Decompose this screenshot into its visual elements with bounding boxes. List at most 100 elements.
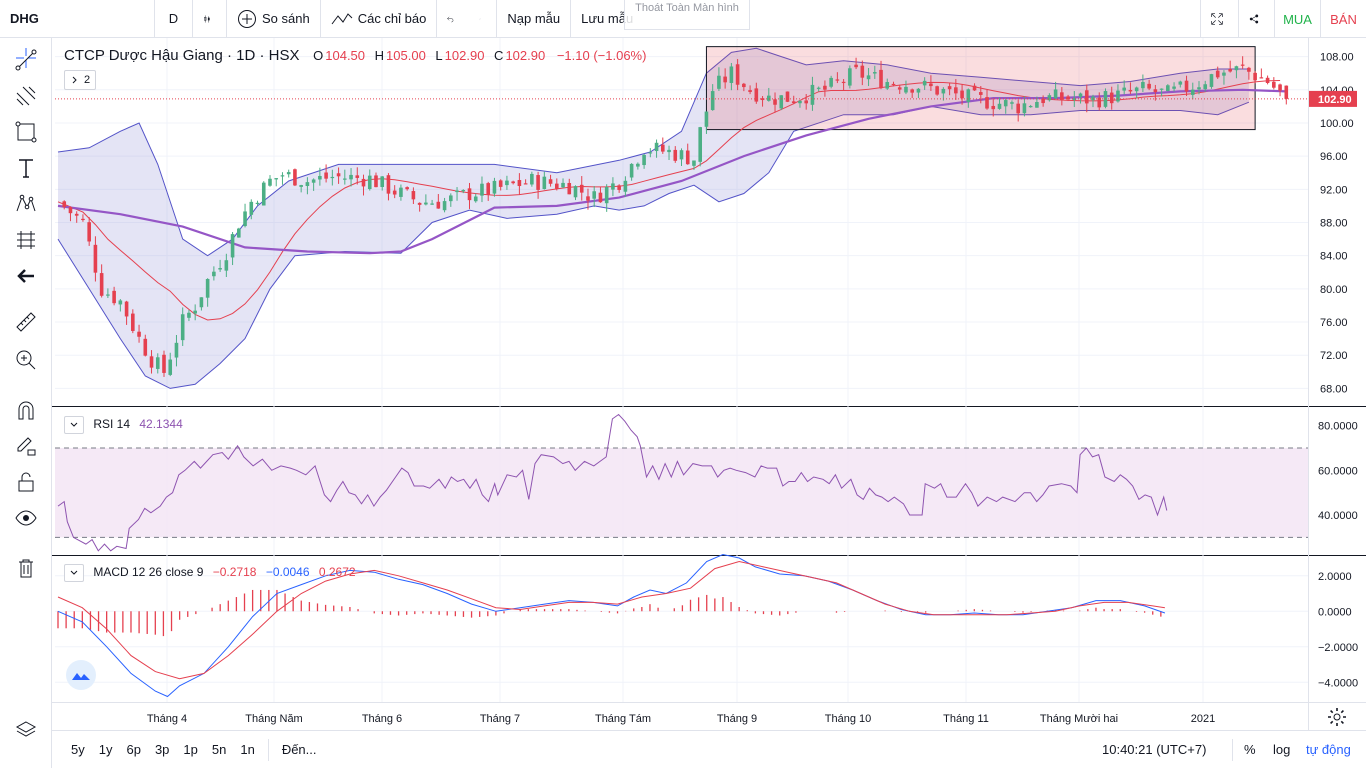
compare-button[interactable]: So sánh [227, 0, 321, 38]
draw-mode-tool[interactable] [14, 434, 38, 458]
share-button[interactable] [1238, 0, 1274, 38]
tradingview-logo[interactable] [66, 660, 96, 690]
time-tick-label: Tháng 7 [480, 713, 520, 725]
range-3p[interactable]: 3p [154, 742, 170, 757]
candle [461, 189, 466, 194]
bottom-toolbar: 5y 1y 6p 3p 1p 5n 1n Đến... 10:40:21 (UTC+7) %… [52, 730, 1366, 768]
range-6p[interactable]: 6p [126, 742, 141, 757]
crosshair-tool[interactable] [14, 46, 38, 70]
candle-body [710, 91, 715, 111]
candle [480, 176, 484, 203]
low-label: L [435, 48, 443, 63]
log-toggle[interactable]: log [1273, 742, 1291, 757]
auto-scale-toggle[interactable]: tự động [1306, 742, 1351, 757]
chart-settings-button[interactable] [1327, 707, 1349, 729]
candle [318, 167, 322, 186]
indicators-button[interactable]: Các chỉ báo [321, 0, 438, 38]
percent-toggle[interactable]: % [1244, 742, 1256, 757]
fullscreen-button[interactable] [1200, 0, 1238, 38]
range-5n[interactable]: 5n [211, 742, 227, 757]
candle-body [380, 176, 385, 188]
zoom-tool[interactable] [14, 348, 38, 372]
candle-body [299, 185, 303, 187]
exit-fullscreen-button[interactable]: Thoát Toàn Màn hình [624, 0, 750, 30]
goto-date-button[interactable]: Đến... [281, 742, 317, 757]
candle-body [1066, 96, 1070, 100]
visibility-tool[interactable] [14, 506, 38, 530]
candle [1041, 95, 1045, 107]
prediction-tool[interactable] [14, 228, 38, 252]
symbol-search[interactable]: DHG [0, 0, 155, 38]
candle-body [1109, 92, 1114, 104]
macd-collapse-button[interactable] [64, 564, 84, 582]
candle [486, 181, 491, 201]
buy-button[interactable]: MUA [1274, 0, 1320, 38]
range-1y[interactable]: 1y [98, 742, 113, 757]
candle-body [804, 100, 808, 104]
magnet-tool[interactable] [14, 398, 38, 422]
load-template-button[interactable]: Nạp mẫu [497, 0, 572, 38]
macd-tick-label: 0.0000 [1318, 606, 1352, 618]
back-tool[interactable] [14, 264, 38, 288]
candle-body [180, 314, 185, 341]
candle [517, 173, 522, 195]
candle-body [1203, 84, 1208, 90]
remove-tool[interactable] [14, 556, 38, 580]
object-tree-button[interactable] [14, 718, 38, 742]
candle [804, 93, 808, 110]
range-1p[interactable]: 1p [183, 742, 198, 757]
candle [941, 87, 946, 101]
candle [162, 350, 166, 377]
candle [997, 97, 1002, 110]
lock-tool[interactable] [14, 470, 38, 494]
interval-button[interactable]: D [155, 0, 193, 38]
candle-body [829, 77, 833, 87]
undo-button[interactable] [437, 0, 469, 38]
pattern-tool[interactable] [14, 192, 38, 216]
save-button[interactable]: Lưu mẫu [571, 0, 643, 38]
candle-body [255, 202, 260, 205]
candle [1228, 60, 1232, 73]
sell-label: BÁN [1330, 11, 1357, 27]
candle-body [137, 331, 141, 337]
candle-body [68, 207, 73, 214]
date-ranges: 5y 1y 6p 3p 1p 5n 1n [64, 742, 262, 757]
candle [785, 91, 790, 103]
candle-body [1053, 89, 1058, 99]
candle-body [978, 92, 983, 95]
candle [742, 82, 746, 92]
candle-body [604, 186, 609, 204]
candle-body [505, 180, 509, 186]
candle-body [929, 83, 933, 87]
candle [374, 172, 378, 188]
candle [704, 111, 709, 134]
bollinger-basis [57, 80, 1281, 321]
ruler-tool[interactable] [14, 310, 38, 334]
redo-button[interactable] [469, 0, 498, 38]
measure-lines-icon [17, 231, 35, 249]
candle-body [1197, 87, 1201, 90]
rsi-collapse-button[interactable] [64, 416, 84, 434]
range-1n[interactable]: 1n [240, 742, 255, 757]
candle [835, 72, 840, 84]
shape-tool[interactable] [14, 120, 38, 144]
candle [149, 350, 154, 374]
chart-type-button[interactable] [193, 0, 227, 38]
trendline-tool[interactable] [14, 48, 38, 72]
candle-body [997, 103, 1002, 109]
candle [1078, 92, 1083, 104]
collapse-indicators-button[interactable]: 2 [64, 70, 96, 90]
top-right-actions: MUA BÁN [1200, 0, 1366, 38]
candle [754, 82, 759, 104]
candle [991, 98, 996, 117]
range-5y[interactable]: 5y [71, 742, 85, 757]
candle-body [212, 271, 216, 277]
text-tool[interactable] [14, 156, 38, 180]
candle [698, 126, 703, 167]
candle [311, 178, 316, 191]
candle [1253, 71, 1257, 84]
candle-body [392, 190, 397, 195]
fib-tool[interactable] [14, 84, 38, 108]
sell-button[interactable]: BÁN [1320, 0, 1366, 38]
